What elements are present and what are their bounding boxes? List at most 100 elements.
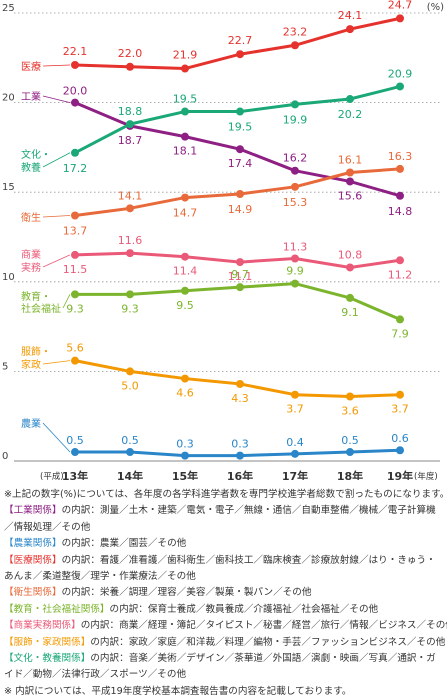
series-1-label-6: 14.8 xyxy=(388,205,413,218)
series-7-point-3 xyxy=(236,451,244,460)
series-1-point-4 xyxy=(291,166,299,175)
series-5-point-4 xyxy=(291,279,299,288)
breakdown-category-0: 【工業関係】 xyxy=(4,505,62,517)
series-2-point-5 xyxy=(346,95,354,104)
series-5-name-connector xyxy=(62,294,71,309)
breakdown-line-0-1: ／情報処理／その他 xyxy=(4,520,446,536)
series-6-name-part-1: 家政 xyxy=(21,358,41,371)
breakdown-category-6: 【服飾・家政関係】 xyxy=(4,636,91,648)
notes-section: ※上記の数字(%)については、各年度の各学科進学者数を専門学校進学者総数で割った… xyxy=(4,487,447,700)
series-5-label-4: 9.9 xyxy=(286,265,304,278)
series-0-label-6: 24.7 xyxy=(388,0,413,11)
series-1-point-2 xyxy=(181,132,189,141)
x-suffix-label: (年度) xyxy=(414,471,438,480)
series-1-label-0: 20.0 xyxy=(63,85,88,98)
series-2-point-2 xyxy=(181,107,189,116)
y-tick-label-20: 20 xyxy=(2,93,15,104)
series-3-point-2 xyxy=(181,193,189,202)
series-7-point-2 xyxy=(181,451,189,460)
series-0-name-connector xyxy=(42,64,71,67)
series-3-label-3: 14.9 xyxy=(228,203,253,216)
series-3-point-4 xyxy=(291,182,299,191)
series-0-point-5 xyxy=(346,25,354,34)
series-2-point-4 xyxy=(291,100,299,109)
series-0-label-5: 24.1 xyxy=(338,9,363,22)
series-4-label-6: 11.2 xyxy=(388,268,413,281)
series-5-label-0: 9.3 xyxy=(66,302,84,315)
series-1-label-1: 18.7 xyxy=(118,134,143,147)
series-6-label-3: 4.3 xyxy=(231,392,249,405)
breakdown-text-1-0: の内訳：農業／園芸／その他 xyxy=(61,538,187,550)
breakdown-line-4-0: 【教育・社会福祉関係】の内訳：保育士養成／教員養成／介護福祉／社会福祉／その他 xyxy=(4,602,446,618)
breakdown-text-7-1: イド／動物／法律行政／スポーツ／その他 xyxy=(4,669,187,681)
series-7-label-3: 0.3 xyxy=(231,438,249,451)
series-4-name-connector xyxy=(42,254,71,268)
series-1-label-4: 16.2 xyxy=(283,152,308,165)
breakdown-category-3: 【衛生関係】 xyxy=(4,587,62,599)
y-tick-label-25: 25 xyxy=(2,3,15,14)
series-6-label-5: 3.6 xyxy=(341,404,359,417)
series-6-point-4 xyxy=(291,390,299,399)
breakdown-line-2-0: 【医療関係】の内訳：看護／准看護／歯科衛生／歯科技工／臨床検査／診療放射線／はり… xyxy=(4,553,446,569)
series-3-label-4: 15.3 xyxy=(283,196,308,209)
breakdown-text-2-1: あんま／柔道整復／理学・作業療法／その他 xyxy=(4,571,196,583)
series-7-label-0: 0.5 xyxy=(66,434,84,447)
series-3-point-5 xyxy=(346,168,354,177)
series-7-point-5 xyxy=(346,448,354,457)
series-0-point-4 xyxy=(291,41,299,50)
breakdown-category-2: 【医療関係】 xyxy=(4,554,62,566)
series-5-name-part-0: 教育・ xyxy=(21,290,51,303)
series-4-point-2 xyxy=(181,252,189,261)
series-4-point-6 xyxy=(396,256,404,265)
series-5-point-2 xyxy=(181,286,189,295)
series-5-point-1 xyxy=(126,290,134,299)
x-tick-label-16年: 16年 xyxy=(227,469,253,480)
series-1-label-3: 17.4 xyxy=(228,157,253,170)
breakdown-text-4-0: の内訳：保育士養成／教員養成／介護福祉／社会福祉／その他 xyxy=(109,603,379,615)
series-5-label-1: 9.3 xyxy=(121,302,139,315)
breakdown-line-3-0: 【衛生関係】の内訳：栄養／調理／理容／美容／製菓・製パン／その他 xyxy=(4,585,446,601)
breakdown-line-2-1: あんま／柔道整復／理学・作業療法／その他 xyxy=(4,569,446,585)
breakdown-line-5-0: 【商業実務関係】の内訳：商業／経理・簿記／タイピスト／秘書／経営／旅行／情報／ビ… xyxy=(4,618,447,634)
series-2-name-part-1: 教養 xyxy=(21,161,41,174)
series-6-name-connector xyxy=(42,360,71,365)
series-0-label-0: 22.1 xyxy=(63,45,88,58)
series-3-label-6: 16.3 xyxy=(388,150,413,163)
series-1-point-6 xyxy=(396,191,404,200)
breakdown-category-7: 【文化・教養関係】 xyxy=(4,653,91,665)
series-5-label-3: 9.7 xyxy=(231,268,249,281)
x-tick-label-15年: 15年 xyxy=(172,469,198,480)
series-2-point-0 xyxy=(71,148,79,157)
series-6-label-6: 3.7 xyxy=(391,403,409,416)
series-6-point-5 xyxy=(346,392,354,401)
series-6-point-0 xyxy=(71,356,79,365)
series-5-point-3 xyxy=(236,283,244,292)
series-6-name-part-0: 服飾・ xyxy=(21,345,51,358)
y-tick-label-10: 10 xyxy=(2,272,15,283)
series-0-point-3 xyxy=(236,50,244,59)
x-tick-label-13年: 13年 xyxy=(62,469,88,480)
series-3-label-1: 14.1 xyxy=(118,189,143,202)
series-1-label-2: 18.1 xyxy=(173,145,198,158)
breakdown-text-5-0: の内訳：商業／経理・簿記／タイピスト／秘書／経営／旅行／情報／ビジネス／その他 xyxy=(80,620,447,632)
breakdown-text-0-1: ／情報処理／その他 xyxy=(4,521,91,533)
series-2-point-6 xyxy=(396,82,404,91)
series-3-label-0: 13.7 xyxy=(63,224,88,237)
x-tick-label-17年: 17年 xyxy=(282,469,308,480)
series-6-point-1 xyxy=(126,367,134,376)
series-4-point-5 xyxy=(346,263,354,272)
breakdown-text-3-0: の内訳：栄養／調理／理容／美容／製菓・製パン／その他 xyxy=(61,587,312,599)
x-tick-label-18年: 18年 xyxy=(337,469,363,480)
series-7-label-6: 0.6 xyxy=(391,432,409,445)
series-7-label-1: 0.5 xyxy=(121,434,139,447)
series-4-point-4 xyxy=(291,254,299,263)
series-0-point-0 xyxy=(71,60,79,69)
series-0-point-6 xyxy=(396,14,404,23)
series-4-label-5: 10.8 xyxy=(338,248,363,261)
series-3-label-5: 16.1 xyxy=(338,153,363,166)
series-6-label-1: 5.0 xyxy=(121,379,139,392)
breakdown-line-6-0: 【服飾・家政関係】の内訳：家政／家庭／和洋裁／料理／編物・手芸／ファッションビジ… xyxy=(4,635,446,651)
series-7-point-4 xyxy=(291,449,299,458)
series-3-name-connector xyxy=(42,215,71,218)
breakdown-category-5: 【商業実務関係】 xyxy=(4,620,81,632)
